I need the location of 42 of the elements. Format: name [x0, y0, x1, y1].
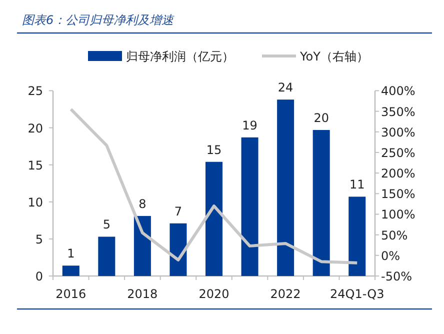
data-label: 15: [206, 142, 222, 157]
bar: [241, 137, 258, 276]
x-tick-label: 2018: [127, 287, 158, 301]
y2-tick-label: 0%: [381, 248, 400, 263]
x-tick-label: 2020: [198, 287, 230, 301]
bar: [170, 223, 187, 276]
data-label: 5: [102, 218, 110, 232]
y2-tick-label: -50%: [381, 270, 412, 284]
data-label: 1: [67, 246, 75, 261]
bar: [134, 216, 151, 276]
x-tick-label: 2016: [56, 287, 86, 301]
bar: [312, 130, 330, 276]
bar: [98, 236, 116, 276]
y-tick-label: 5: [35, 232, 43, 246]
bar: [348, 196, 366, 276]
data-label: 20: [314, 110, 329, 125]
data-label: 7: [174, 204, 182, 218]
y2-tick-label: 50%: [381, 228, 408, 242]
legend-label: 归母净利润（亿元）: [126, 50, 234, 64]
y-tick-label: 15: [28, 158, 43, 172]
data-label: 24: [278, 80, 294, 95]
y2-tick-label: 200%: [381, 166, 416, 181]
data-label: 8: [138, 196, 146, 211]
y2-tick-label: 100%: [381, 208, 416, 222]
y-tick-label: 20: [28, 121, 43, 136]
y-tick-label: 0: [35, 270, 43, 284]
x-tick-label: 2022: [270, 287, 301, 301]
y-tick-label: 25: [28, 84, 43, 98]
y2-tick-label: 300%: [381, 125, 416, 140]
data-label: 11: [349, 178, 365, 192]
y2-tick-label: 250%: [381, 146, 416, 160]
y-tick-label: 10: [28, 195, 43, 210]
y2-tick-label: 350%: [381, 104, 416, 119]
data-label: 19: [242, 118, 258, 132]
legend-label: YoY（右轴）: [299, 50, 368, 64]
bar: [206, 162, 222, 276]
x-tick-label: 24Q1-Q3: [330, 287, 384, 301]
title: 图表6：公司归母净利及增速: [22, 13, 174, 27]
y2-tick-label: 150%: [381, 187, 416, 202]
bar: [62, 266, 80, 276]
bar: [277, 100, 294, 276]
y2-tick-label: 400%: [381, 84, 416, 98]
